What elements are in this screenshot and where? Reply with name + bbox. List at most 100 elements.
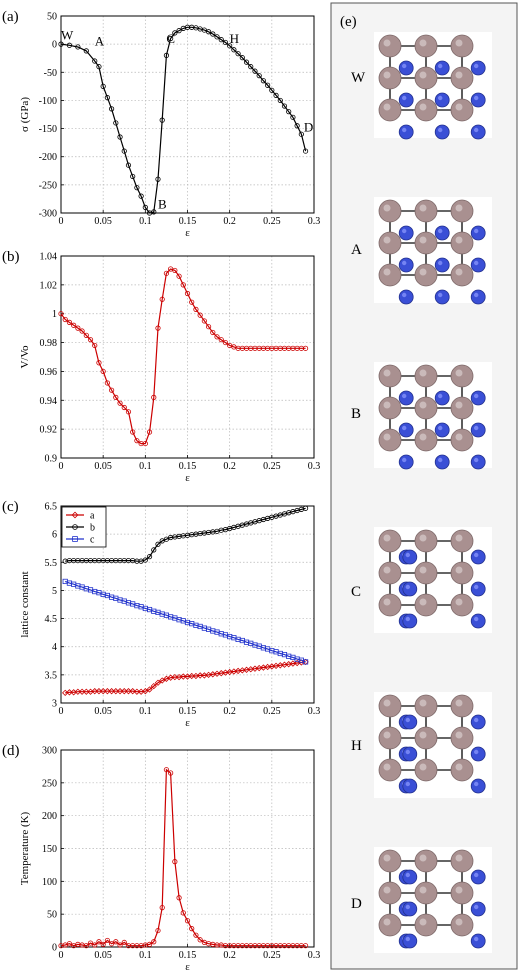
data-point (87, 940, 94, 946)
atom-highlight (419, 236, 427, 244)
atom-highlight (383, 268, 391, 276)
atom-highlight (438, 228, 443, 234)
x-tick-label: 0.15 (179, 461, 197, 472)
x-tick-label: 0.2 (223, 461, 236, 472)
series-line-0 (60, 768, 306, 947)
atom-large (450, 694, 474, 718)
data-point (121, 148, 127, 154)
atom-large (450, 913, 474, 937)
atom-small (470, 225, 486, 241)
data-point (193, 306, 199, 312)
atom-small (470, 549, 486, 565)
atom-small (434, 257, 450, 273)
chart-panel-0: 0 0.05 0.1 0.15 0.2 0.25 0.3 50 0 -50 -100 -150 -200… (2, 9, 320, 239)
plot-frame (60, 505, 315, 704)
data-point (96, 64, 102, 70)
x-tick-label: 0.1 (139, 216, 152, 227)
atom-highlight (383, 566, 391, 574)
data-point (163, 52, 170, 59)
data-point (142, 204, 148, 210)
data-point (100, 688, 107, 695)
structure-label: W (351, 70, 366, 86)
data-point (146, 554, 153, 560)
atom-highlight (455, 731, 463, 739)
atom-highlight (438, 457, 443, 463)
x-tick-label: 0.3 (308, 950, 321, 961)
structure-W (374, 32, 492, 140)
data-point (66, 319, 73, 325)
data-point (116, 688, 124, 695)
data-point (197, 312, 203, 318)
x-tick-label: 0.05 (94, 706, 112, 717)
data-point (196, 672, 204, 679)
atom-highlight (474, 260, 479, 266)
atom-small (470, 778, 486, 794)
x-tick-label: 0.2 (223, 706, 236, 717)
atom-small (402, 613, 418, 629)
data-point (252, 68, 258, 74)
atom-highlight (438, 127, 443, 133)
data-point (117, 400, 123, 406)
atom-small (402, 714, 418, 730)
x-tick-label: 0.05 (94, 461, 112, 472)
data-point (112, 688, 119, 695)
atom-large (378, 881, 402, 905)
atom-large (450, 66, 474, 90)
atom-highlight (474, 616, 479, 622)
atom-small (470, 422, 486, 438)
data-point (83, 688, 90, 695)
x-tick-label: 0.25 (263, 216, 281, 227)
legend-marker (72, 536, 78, 542)
atom-large (450, 726, 474, 750)
atom-highlight (455, 401, 463, 409)
data-point (130, 429, 136, 435)
atom-highlight (383, 71, 391, 79)
data-point (104, 688, 111, 695)
atom-small (470, 581, 486, 597)
data-point (176, 273, 182, 279)
data-point (163, 536, 170, 542)
plot-frame (60, 15, 315, 214)
atom-large (414, 231, 438, 255)
atom-highlight (402, 228, 407, 234)
atom-large (378, 199, 402, 223)
x-tick-label: 0 (59, 461, 64, 472)
atom-highlight (419, 204, 427, 212)
data-point (113, 394, 119, 400)
data-point (79, 328, 85, 334)
data-point (171, 673, 179, 681)
data-point (100, 368, 106, 375)
atom-large (450, 396, 474, 420)
atom-small (402, 933, 418, 949)
atom-highlight (474, 63, 479, 69)
y-tick-label: 3.5 (45, 670, 58, 681)
series-line-0 (60, 26, 307, 214)
atom-highlight (455, 433, 463, 441)
atom-large (414, 694, 438, 718)
atom-highlight (402, 127, 407, 133)
atom-small (402, 581, 418, 597)
data-point (100, 941, 106, 947)
chart-panel-2: 0 0.05 0.1 0.15 0.2 0.25 0.3 6.5 6 5.5 5 4.5 4 3.5 3 ε l… (2, 499, 320, 729)
data-point (172, 267, 178, 274)
atom-small (398, 289, 414, 305)
data-point (243, 59, 250, 65)
atom-large (378, 66, 402, 90)
data-point (168, 770, 174, 776)
atom-highlight (474, 292, 479, 298)
data-point (87, 337, 94, 343)
data-point (302, 345, 309, 351)
data-point (184, 290, 191, 297)
data-point (92, 342, 98, 349)
data-point (121, 404, 127, 411)
atom-large (378, 364, 402, 388)
atom-small (470, 869, 486, 885)
x-tick-label: 0 (59, 950, 64, 961)
panel-label: (b) (2, 249, 20, 265)
data-point (138, 193, 144, 199)
x-axis-label: ε (185, 961, 190, 973)
data-point (298, 131, 304, 137)
atom-large (450, 231, 474, 255)
data-point (96, 939, 102, 945)
data-point (201, 27, 207, 33)
